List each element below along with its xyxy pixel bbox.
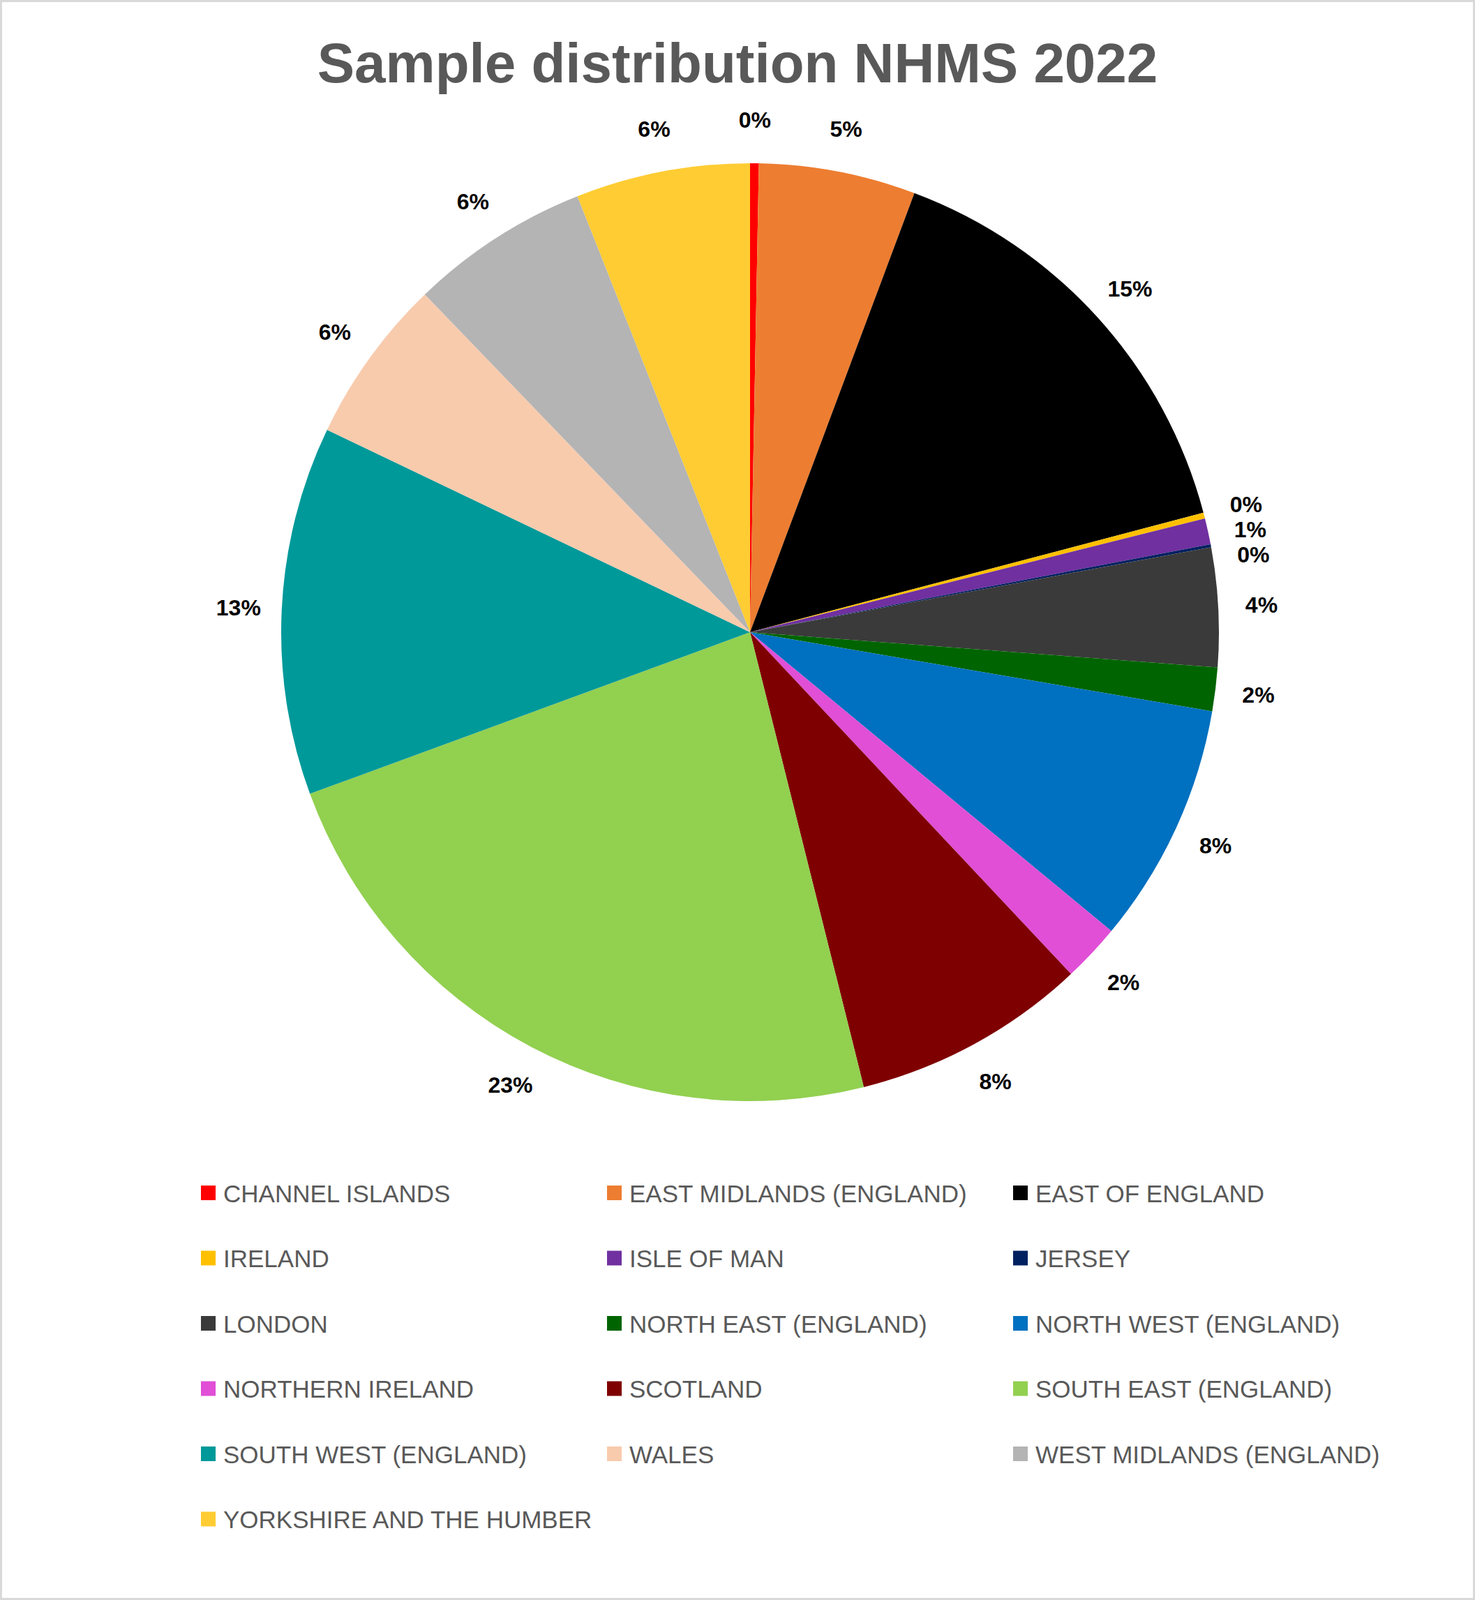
legend-swatch <box>607 1251 622 1266</box>
data-label: 2% <box>1241 682 1275 708</box>
legend-label: NORTH WEST (ENGLAND) <box>1035 1310 1340 1338</box>
legend-label: NORTHERN IRELAND <box>223 1375 474 1403</box>
data-label: 15% <box>1107 276 1152 302</box>
data-label: 13% <box>216 595 261 621</box>
legend-swatch <box>607 1381 622 1397</box>
legend-label: LONDON <box>223 1310 328 1338</box>
legend-label: NORTH EAST (ENGLAND) <box>629 1310 928 1338</box>
legend-swatch <box>1013 1251 1028 1266</box>
legend-swatch <box>200 1251 216 1266</box>
slices <box>281 163 1219 1102</box>
legend-label: EAST MIDLANDS (ENGLAND) <box>629 1179 968 1208</box>
legend-label: JERSEY <box>1035 1244 1131 1272</box>
data-labels: 0%5%15%0%1%0%4%2%8%2%8%23%13%6%6%6% <box>216 107 1278 1098</box>
data-label: 8% <box>1199 833 1232 859</box>
legend-swatch <box>200 1511 216 1527</box>
legend: CHANNEL ISLANDS EAST MIDLANDS (ENGLAND) EA… <box>200 1179 1380 1534</box>
legend-label: YORKSHIRE AND THE HUMBER <box>223 1505 592 1533</box>
pie-slice <box>577 163 751 633</box>
legend-label: EAST OF ENGLAND <box>1035 1179 1265 1208</box>
legend-swatch <box>200 1185 216 1201</box>
data-label: 6% <box>318 319 351 345</box>
legend-label: SOUTH WEST (ENGLAND) <box>223 1440 527 1469</box>
data-label: 0% <box>1237 542 1270 568</box>
legend-swatch <box>1013 1381 1028 1397</box>
legend-label: SOUTH EAST (ENGLAND) <box>1035 1375 1332 1403</box>
data-label: 23% <box>488 1072 534 1098</box>
legend-swatch <box>200 1315 216 1331</box>
legend-label: SCOTLAND <box>629 1375 763 1403</box>
legend-label: CHANNEL ISLANDS <box>223 1179 451 1208</box>
legend-swatch <box>1013 1446 1028 1462</box>
legend-label: IRELAND <box>223 1244 330 1272</box>
data-label: 0% <box>738 107 771 133</box>
legend-swatch <box>607 1315 622 1331</box>
chart-title: Sample distribution NHMS 2022 <box>317 32 1159 95</box>
legend-label: WALES <box>629 1440 714 1469</box>
data-label: 2% <box>1107 969 1140 995</box>
data-label: 6% <box>457 189 490 215</box>
data-label: 0% <box>1230 491 1263 518</box>
legend-swatch <box>1013 1185 1028 1201</box>
data-label: 8% <box>978 1068 1012 1095</box>
legend-label: ISLE OF MAN <box>629 1244 785 1272</box>
legend-swatch <box>607 1446 622 1462</box>
chart: Sample distribution NHMS 20220%5%15%0%1%… <box>0 0 1475 1600</box>
chart-frame <box>1 1 1475 1600</box>
legend-label: WEST MIDLANDS (ENGLAND) <box>1035 1440 1380 1469</box>
legend-swatch <box>200 1381 216 1397</box>
legend-swatch <box>1013 1315 1028 1331</box>
data-label: 6% <box>637 116 670 142</box>
data-label: 5% <box>829 116 862 142</box>
data-label: 4% <box>1245 592 1278 618</box>
data-label: 1% <box>1234 517 1267 543</box>
legend-swatch <box>200 1446 216 1462</box>
legend-swatch <box>607 1185 622 1201</box>
